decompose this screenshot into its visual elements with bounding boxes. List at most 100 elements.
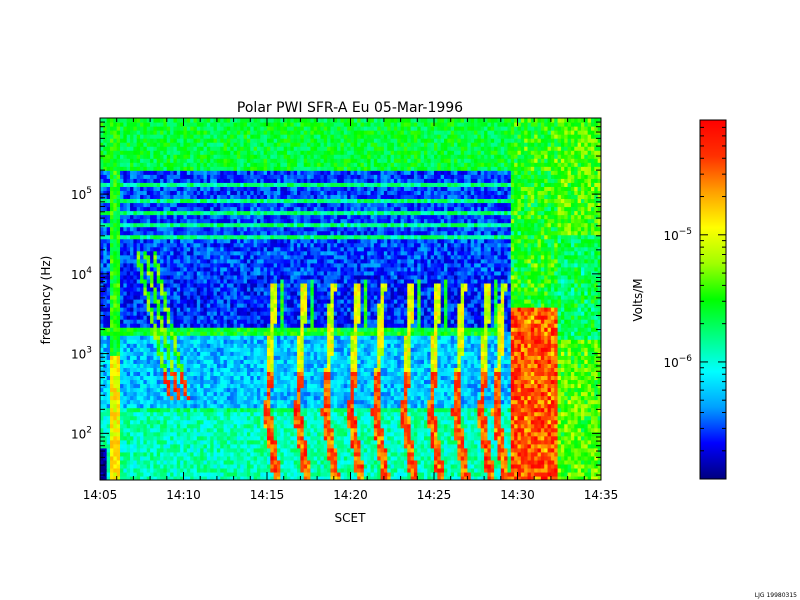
- heatmap-cell: [100, 122, 104, 127]
- heatmap-cell: [220, 290, 225, 296]
- heatmap-cell: [143, 327, 148, 332]
- heatmap-cell: [176, 174, 181, 179]
- heatmap-cell: [223, 307, 228, 312]
- heatmap-cell: [130, 347, 134, 352]
- heatmap-cell: [230, 226, 235, 232]
- heatmap-cell: [240, 435, 245, 441]
- heatmap-cell: [153, 218, 158, 224]
- heatmap-cell: [236, 270, 241, 276]
- heatmap-cell: [173, 335, 178, 340]
- heatmap-cell: [216, 182, 221, 187]
- heatmap-cell: [216, 315, 221, 320]
- heatmap-cell: [233, 154, 238, 159]
- heatmap-cell: [103, 246, 108, 252]
- heatmap-cell: [146, 375, 151, 381]
- heatmap-cell: [226, 162, 231, 167]
- heatmap-cell: [176, 186, 181, 191]
- heatmap-cell: [123, 278, 128, 284]
- heatmap-cell: [216, 222, 221, 228]
- heatmap-cell: [166, 294, 171, 300]
- heatmap-cell: [150, 315, 155, 320]
- heatmap-cell: [230, 190, 235, 196]
- heatmap-cell: [186, 355, 191, 360]
- heatmap-cell: [160, 331, 165, 336]
- heatmap-cell: [100, 138, 104, 143]
- heatmap-cell: [186, 363, 191, 368]
- heatmap-cell: [116, 335, 121, 340]
- heatmap-cell: [126, 238, 131, 244]
- heatmap-cell: [140, 467, 145, 473]
- heatmap-cell: [103, 371, 108, 377]
- heatmap-cell: [166, 142, 171, 147]
- heatmap-cell: [210, 282, 215, 288]
- heatmap-cell: [150, 182, 155, 187]
- heatmap-cell: [186, 138, 191, 143]
- heatmap-cell: [230, 130, 235, 135]
- heatmap-cell: [226, 315, 231, 320]
- heatmap-cell: [160, 315, 165, 320]
- heatmap-cell: [140, 443, 145, 449]
- heatmap-cell: [223, 270, 228, 276]
- heatmap-cell: [133, 270, 138, 276]
- heatmap-cell: [180, 423, 185, 429]
- heatmap-cell: [173, 451, 178, 457]
- heatmap-cell: [233, 395, 238, 401]
- heatmap-cell: [110, 218, 114, 224]
- heatmap-cell: [126, 363, 131, 368]
- heatmap-cell: [180, 238, 185, 244]
- heatmap-cell: [116, 154, 121, 159]
- heatmap-cell: [153, 258, 158, 264]
- heatmap-cell: [180, 379, 185, 385]
- heatmap-cell: [150, 423, 155, 429]
- heatmap-cell: [220, 134, 225, 139]
- heatmap-cell: [113, 311, 118, 316]
- heatmap-cell: [110, 363, 114, 368]
- heatmap-cell: [146, 391, 151, 397]
- heatmap-cell: [213, 202, 218, 208]
- heatmap-cell: [183, 363, 188, 368]
- heatmap-cell: [140, 262, 145, 268]
- heatmap-cell: [100, 395, 104, 401]
- heatmap-cell: [180, 403, 185, 409]
- heatmap-cell: [116, 339, 121, 344]
- heatmap-cell: [176, 419, 181, 425]
- heatmap-cell: [150, 294, 155, 300]
- heatmap-cell: [216, 451, 221, 457]
- heatmap-cell: [123, 166, 128, 171]
- heatmap-cell: [103, 250, 108, 256]
- heatmap-cell: [170, 419, 175, 425]
- heatmap-cell: [126, 331, 131, 336]
- heatmap-cell: [146, 218, 151, 224]
- heatmap-cell: [130, 206, 134, 212]
- heatmap-cell: [190, 266, 195, 272]
- heatmap-cell: [226, 166, 231, 171]
- heatmap-cell: [236, 166, 241, 171]
- heatmap-cell: [230, 238, 235, 244]
- heatmap-cell: [170, 459, 175, 465]
- heatmap-cell: [206, 266, 211, 272]
- heatmap-cell: [110, 134, 114, 139]
- heatmap-cell: [213, 299, 218, 304]
- heatmap-cell: [203, 218, 208, 224]
- heatmap-cell: [130, 242, 134, 248]
- heatmap-cell: [153, 379, 158, 385]
- heatmap-cell: [123, 423, 128, 429]
- heatmap-cell: [140, 459, 145, 465]
- heatmap-cell: [176, 471, 181, 477]
- heatmap-cell: [230, 142, 235, 147]
- heatmap-cell: [163, 250, 168, 256]
- heatmap-cell: [116, 375, 121, 381]
- heatmap-cell: [103, 475, 108, 480]
- heatmap-cell: [136, 266, 141, 272]
- heatmap-cell: [136, 226, 141, 232]
- heatmap-cell: [116, 307, 121, 312]
- heatmap-cell: [116, 194, 121, 200]
- heatmap-cell: [223, 170, 228, 175]
- heatmap-cell: [173, 427, 178, 433]
- heatmap-cell: [173, 122, 178, 127]
- heatmap-cell: [130, 455, 134, 461]
- heatmap-cell: [130, 431, 134, 437]
- heatmap-cell: [176, 258, 181, 264]
- heatmap-cell: [160, 359, 165, 364]
- heatmap-cell: [183, 475, 188, 480]
